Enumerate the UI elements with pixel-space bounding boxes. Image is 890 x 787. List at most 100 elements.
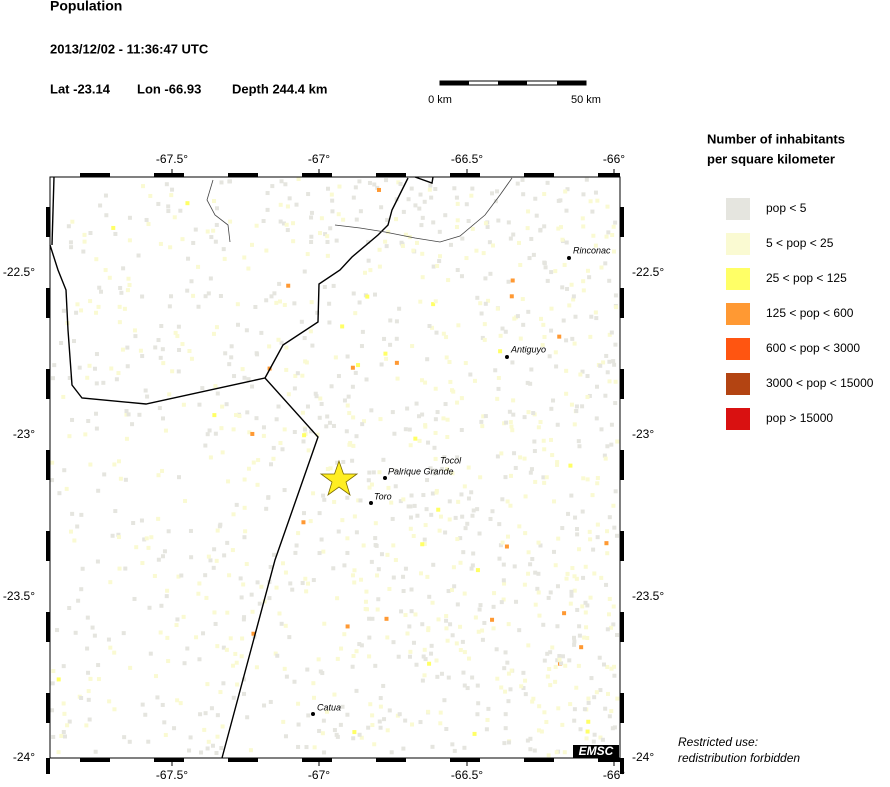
pop-cell <box>244 562 249 567</box>
pop-cell <box>219 180 224 185</box>
pop-cell <box>482 620 487 625</box>
pop-cell <box>110 533 115 538</box>
pop-cell <box>377 247 382 252</box>
pop-cell <box>501 578 506 583</box>
pop-cell <box>231 663 236 668</box>
pop-cell <box>303 576 308 581</box>
pop-cell <box>290 587 295 592</box>
pop-cell <box>503 650 508 655</box>
pop-cell <box>377 719 382 724</box>
pop-cell <box>549 328 554 333</box>
pop-cell <box>577 444 582 449</box>
pop-cell <box>508 503 513 508</box>
pop-cell <box>431 302 436 307</box>
pop-cell <box>477 531 482 536</box>
pop-cell <box>317 728 322 733</box>
place-label: Rinconac <box>573 245 611 255</box>
pop-cell <box>549 406 554 411</box>
pop-cell <box>598 363 603 368</box>
pop-cell <box>228 636 233 641</box>
legend-swatch <box>726 373 750 395</box>
pop-cell <box>205 229 210 234</box>
pop-cell <box>209 706 214 711</box>
legend-swatch <box>726 268 750 290</box>
pop-cell <box>146 545 151 550</box>
pop-cell <box>215 734 220 739</box>
pop-cell <box>127 283 132 288</box>
pop-cell <box>85 646 90 651</box>
pop-cell <box>591 233 596 238</box>
pop-cell <box>586 700 591 705</box>
pop-cell <box>542 658 547 663</box>
pop-cell <box>141 184 146 189</box>
pop-cell <box>498 543 503 548</box>
pop-cell <box>528 747 533 752</box>
pop-cell <box>367 616 372 621</box>
pop-cell <box>454 225 459 230</box>
pop-cell <box>202 727 207 732</box>
pop-cell <box>564 576 569 581</box>
pop-cell <box>477 607 482 612</box>
pop-cell <box>580 404 585 409</box>
pop-cell <box>350 458 355 463</box>
pop-cell <box>613 489 618 494</box>
pop-cell <box>72 538 77 543</box>
pop-cell <box>306 448 311 453</box>
pop-cell <box>437 528 442 533</box>
pop-cell <box>166 659 171 664</box>
pop-cell <box>161 416 166 421</box>
pop-cell <box>176 574 181 579</box>
pop-cell <box>414 401 419 406</box>
place-label: Tocol <box>440 455 462 465</box>
pop-cell <box>443 213 448 218</box>
pop-cell <box>466 496 471 501</box>
pop-cell <box>164 182 169 187</box>
pop-cell <box>357 642 362 647</box>
pop-cell <box>387 708 392 713</box>
pop-cell <box>609 330 614 335</box>
pop-cell <box>373 543 378 548</box>
pop-cell <box>160 468 165 473</box>
pop-cell <box>127 739 132 744</box>
pop-cell <box>278 202 283 207</box>
pop-cell <box>317 415 322 420</box>
pop-cell <box>125 364 130 369</box>
pop-cell <box>266 495 271 500</box>
pop-cell <box>556 198 561 203</box>
pop-cell <box>283 734 288 739</box>
pop-cell <box>528 470 533 475</box>
pop-cell <box>587 529 592 534</box>
pop-cell <box>409 609 414 614</box>
pop-cell <box>203 573 208 578</box>
pop-cell <box>530 557 535 562</box>
pop-cell <box>603 393 608 398</box>
pop-cell <box>552 499 557 504</box>
pop-cell <box>93 411 98 416</box>
pop-cell <box>214 751 219 756</box>
pop-cell <box>233 651 238 656</box>
pop-cell <box>588 537 593 542</box>
pop-cell <box>384 244 389 249</box>
pop-cell <box>433 386 438 391</box>
pop-cell <box>448 622 453 627</box>
pop-cell <box>424 507 429 512</box>
pop-cell <box>615 632 620 637</box>
pop-cell <box>177 475 182 480</box>
pop-cell <box>251 460 256 465</box>
pop-cell <box>455 602 460 607</box>
pop-cell <box>594 416 599 421</box>
pop-cell <box>511 398 516 403</box>
pop-cell <box>246 466 251 471</box>
place-dot <box>369 501 373 505</box>
pop-cell <box>56 677 61 682</box>
pop-cell <box>433 456 438 461</box>
pop-cell <box>305 581 310 586</box>
pop-cell <box>292 301 297 306</box>
pop-cell <box>415 513 420 518</box>
place-label: Antiguyo <box>510 344 546 354</box>
pop-cell <box>447 499 452 504</box>
pop-cell <box>335 460 340 465</box>
pop-cell <box>420 622 425 627</box>
pop-cell <box>497 556 502 561</box>
pop-cell <box>461 550 466 555</box>
